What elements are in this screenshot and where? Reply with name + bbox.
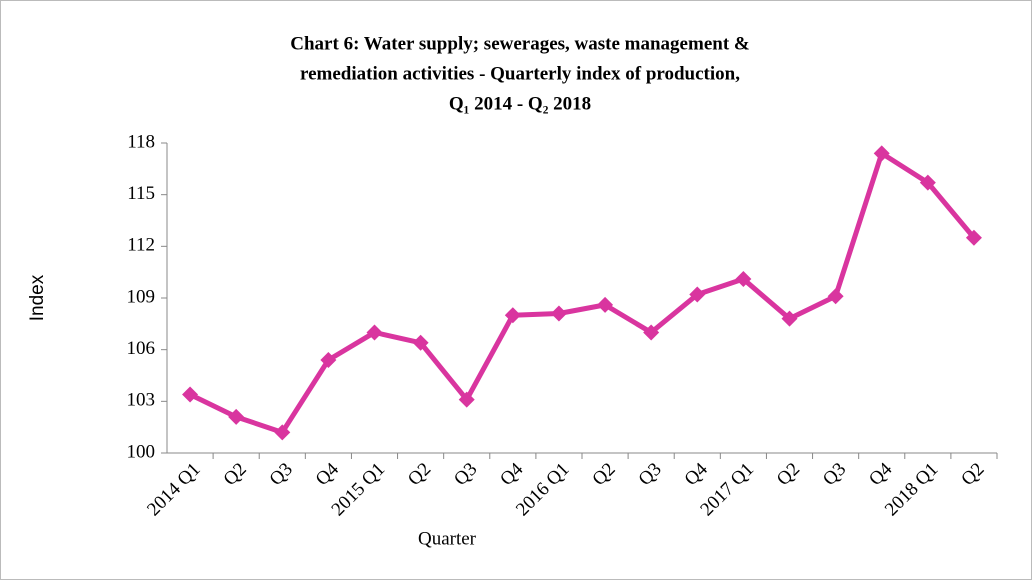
- marker: [781, 310, 798, 327]
- y-tick-label: 103: [127, 390, 156, 411]
- x-tick-label: Q4: [496, 458, 528, 490]
- marker: [412, 334, 429, 351]
- x-tick-label: 2014 Q1: [143, 459, 205, 521]
- y-tick-label: 112: [127, 235, 155, 256]
- marker: [689, 286, 706, 303]
- x-tick-label: Q2: [588, 459, 619, 490]
- marker: [735, 271, 752, 288]
- marker: [182, 386, 199, 403]
- y-tick-label: 109: [127, 286, 156, 307]
- x-tick-label: Q4: [312, 458, 344, 490]
- chart-title: remediation activities - Quarterly index…: [300, 63, 740, 84]
- marker: [366, 324, 383, 341]
- marker: [643, 324, 660, 341]
- y-tick-label: 100: [127, 441, 156, 462]
- marker: [458, 391, 475, 408]
- x-tick-label: Q2: [220, 459, 251, 490]
- marker: [274, 424, 291, 441]
- chart-title: Chart 6: Water supply; sewerages, waste …: [290, 33, 749, 54]
- chart-title: Q₁ 2014 - Q₂ 2018: [449, 93, 591, 114]
- marker: [228, 408, 245, 425]
- marker: [504, 307, 521, 324]
- x-tick-label: Q4: [865, 458, 897, 490]
- x-tick-label: Q2: [773, 459, 804, 490]
- y-tick-label: 118: [127, 131, 155, 152]
- y-axis-label: Index: [27, 274, 48, 321]
- line: [188, 150, 976, 435]
- marker: [827, 288, 844, 305]
- y-tick-label: 106: [127, 338, 156, 359]
- x-tick-label: Q3: [819, 459, 850, 490]
- x-tick-label: Q4: [681, 458, 713, 490]
- x-tick-label: Q2: [404, 459, 435, 490]
- marker: [919, 174, 936, 191]
- marker: [965, 229, 982, 246]
- marker: [873, 145, 890, 162]
- x-tick-label: Q3: [450, 459, 481, 490]
- x-tick-label: Q2: [957, 459, 988, 490]
- x-axis-label: Quarter: [418, 528, 477, 549]
- y-tick-label: 115: [127, 183, 155, 204]
- x-tick-label: Q3: [635, 459, 666, 490]
- marker: [550, 305, 567, 322]
- x-tick-label: Q3: [266, 459, 297, 490]
- marker: [597, 296, 614, 313]
- marker: [320, 352, 337, 368]
